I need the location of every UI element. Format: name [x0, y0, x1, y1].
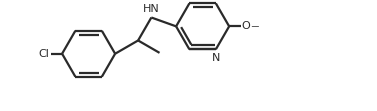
Text: Cl: Cl — [39, 49, 50, 59]
Text: HN: HN — [143, 4, 160, 14]
Text: —: — — [249, 22, 264, 31]
Text: O: O — [242, 21, 250, 31]
Text: N: N — [212, 53, 220, 63]
